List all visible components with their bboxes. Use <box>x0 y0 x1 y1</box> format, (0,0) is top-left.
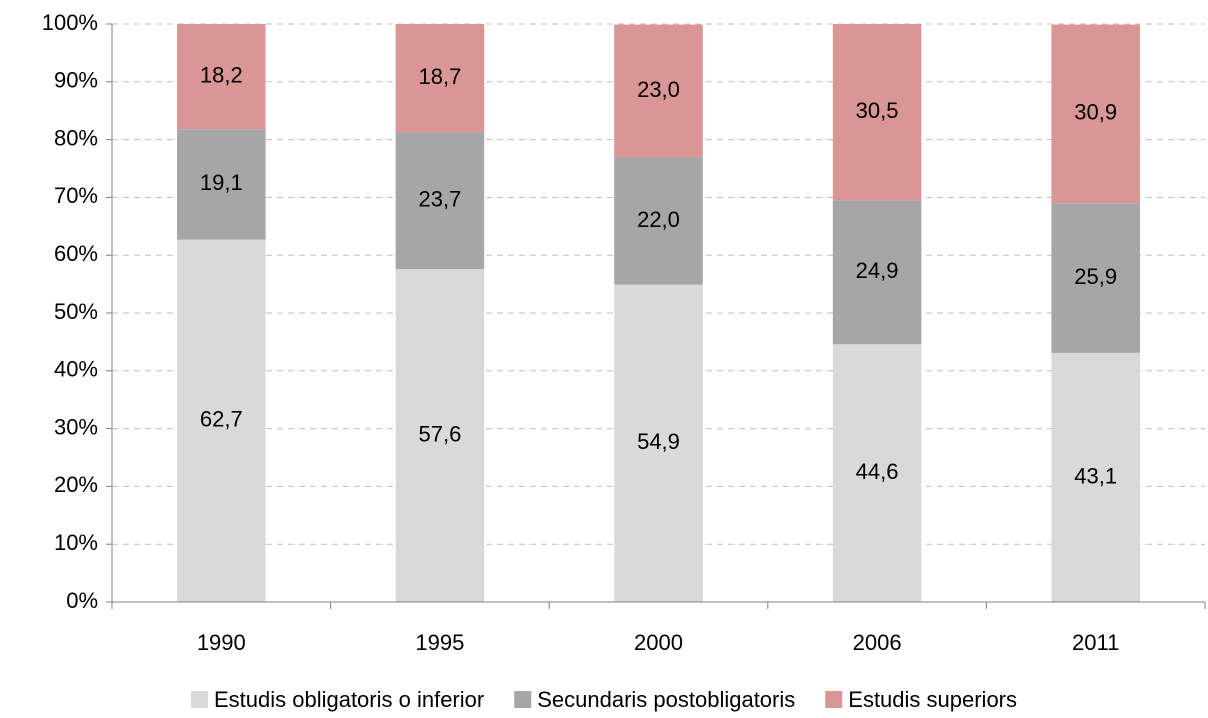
x-tick-label: 1990 <box>197 630 246 655</box>
bar-segment <box>395 269 485 602</box>
legend-swatch <box>514 691 532 708</box>
bar-segment <box>1051 352 1140 602</box>
data-label: 22,0 <box>637 207 680 232</box>
legend-label: Estudis superiors <box>848 687 1017 712</box>
bar-segment <box>614 24 703 158</box>
data-label: 30,5 <box>856 98 899 123</box>
data-label: 19,1 <box>200 170 243 195</box>
x-tick-label: 1995 <box>415 630 464 655</box>
bar-segment <box>395 24 485 133</box>
legend-label: Estudis obligatoris o inferior <box>214 687 484 712</box>
data-label: 62,7 <box>200 407 243 432</box>
data-label: 43,1 <box>1074 463 1117 488</box>
bar-segment <box>614 157 703 285</box>
y-tick-label: 50% <box>54 299 98 324</box>
bar-segment <box>1051 203 1140 353</box>
x-tick-label: 2011 <box>1072 630 1119 655</box>
y-tick-label: 60% <box>54 241 98 266</box>
data-label: 23,0 <box>637 77 680 102</box>
bar-segment <box>832 24 922 201</box>
data-label: 30,9 <box>1074 100 1117 125</box>
bar-segment <box>177 239 266 602</box>
y-tick-label: 20% <box>54 472 98 497</box>
data-label: 24,9 <box>856 258 899 283</box>
legend-label: Secundaris postobligatoris <box>537 687 795 712</box>
y-tick-label: 100% <box>42 10 98 35</box>
data-label: 23,7 <box>418 186 461 211</box>
y-tick-label: 40% <box>54 357 98 382</box>
y-tick-label: 80% <box>54 125 98 150</box>
data-label: 57,6 <box>418 421 461 446</box>
bar-segment <box>614 284 703 602</box>
data-label: 18,7 <box>418 64 461 89</box>
bar-segment <box>177 129 266 240</box>
legend-swatch <box>190 691 208 708</box>
data-label: 44,6 <box>856 459 899 484</box>
y-tick-label: 30% <box>54 414 98 439</box>
legend-swatch <box>825 691 843 708</box>
y-tick-label: 0% <box>66 588 98 613</box>
bar-segment <box>395 132 485 270</box>
data-label: 25,9 <box>1074 264 1117 289</box>
data-label: 18,2 <box>200 62 243 87</box>
data-label: 54,9 <box>637 429 680 454</box>
y-tick-label: 70% <box>54 183 98 208</box>
bar-segment <box>177 24 266 130</box>
x-tick-label: 2000 <box>634 630 683 655</box>
bar-segment <box>1051 24 1140 204</box>
bar-segment <box>832 344 922 602</box>
y-tick-label: 90% <box>54 68 98 93</box>
bar-segment <box>832 200 922 345</box>
y-tick-label: 10% <box>54 530 98 555</box>
x-tick-label: 2006 <box>853 630 902 655</box>
